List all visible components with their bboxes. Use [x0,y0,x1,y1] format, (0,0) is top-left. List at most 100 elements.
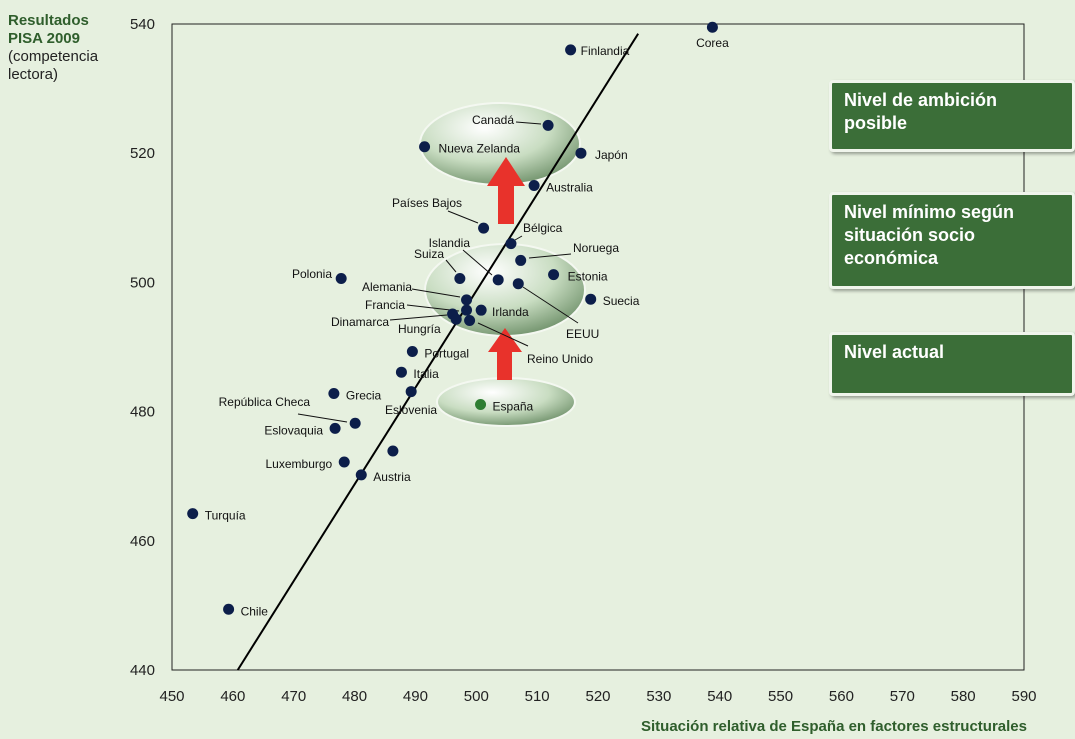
point-label: Eslovaquia [264,423,323,437]
minimum-level-box: Nivel mínimo según situación socio econó… [829,192,1075,289]
x-tick-label: 480 [342,688,367,705]
point-label: EEUU [566,327,599,341]
x-tick-label: 450 [159,688,184,705]
point-label: Polonia [292,267,332,281]
data-point [405,386,417,398]
leader-line [389,314,448,321]
point-label: Australia [546,181,593,195]
data-point [395,366,407,378]
x-tick-label: 590 [1011,688,1036,705]
x-axis-label: Situación relativa de España en factores… [641,718,1027,735]
data-point [450,313,462,325]
y-title-line3: (competencia [8,48,99,65]
x-tick-label: 460 [220,688,245,705]
trend-line [236,33,640,671]
y-tick-label: 520 [130,145,155,162]
data-point [492,274,504,286]
data-point [461,304,473,316]
x-tick-label: 490 [403,688,428,705]
data-point [478,222,490,234]
y-tick-label: 500 [130,274,155,291]
point-label: Chile [241,604,269,618]
point-label: Suiza [414,247,444,261]
y-axis-title: Resultados PISA 2009 (competencia lector… [8,12,98,84]
point-label: Alemania [362,280,412,294]
data-point [406,346,418,358]
current-level-box: Nivel actual [829,332,1075,396]
y-tick-label: 540 [130,16,155,33]
point-label: Hungría [398,322,441,336]
y-title-line4: lectora) [8,66,59,83]
x-tick-label: 570 [890,688,915,705]
y-tick-label: 460 [130,533,155,550]
data-point [475,398,487,410]
leader-line [445,259,457,273]
data-point [338,456,350,468]
data-point [329,422,341,434]
data-point [505,238,517,250]
x-tick-label: 500 [464,688,489,705]
data-point [454,273,466,285]
leader-line [477,322,529,347]
y-tick-label: 440 [130,662,155,679]
data-point [223,603,235,615]
point-label: Países Bajos [392,196,462,210]
data-point [515,254,527,266]
minimum-ellipse [424,243,586,337]
data-point [565,44,577,56]
leader-line [522,286,579,324]
leader-line [297,413,348,423]
point-label: Finlandia [581,44,630,58]
point-label: Corea [696,36,729,50]
data-point [575,147,587,159]
data-point [706,21,718,33]
data-point [475,304,487,316]
point-label: Nueva Zelanda [439,142,521,156]
x-tick-label: 510 [525,688,550,705]
leader-line [515,121,542,125]
point-label: Dinamarca [331,315,389,329]
data-point [461,294,473,306]
point-label: Canadá [472,113,514,127]
data-point [464,315,476,327]
point-label: Italia [413,367,439,381]
leader-line [514,235,523,241]
data-point [349,417,361,429]
x-tick-label: 470 [281,688,306,705]
point-label: Japón [595,148,628,162]
point-label: Eslovenia [385,403,437,417]
point-label: Irlanda [492,305,529,319]
point-label: Islandia [429,236,471,250]
point-label: Francia [365,298,405,312]
point-label: Luxemburgo [266,457,333,471]
x-tick-label: 560 [829,688,854,705]
point-label: Austria [373,470,411,484]
x-tick-label: 530 [646,688,671,705]
leader-line [528,253,572,259]
ambition-level-box: Nivel de ambición posible [829,80,1075,152]
upper-arrow [487,157,525,224]
x-tick-label: 520 [585,688,610,705]
y-title-line1: Resultados [8,12,89,29]
y-tick-label: 480 [130,404,155,421]
data-point [419,141,431,153]
point-label: Estonia [568,270,608,284]
x-tick-label: 540 [707,688,732,705]
data-point [542,119,554,131]
point-label: Suecia [603,294,640,308]
data-point [512,278,524,290]
y-title-line2: PISA 2009 [8,30,80,47]
data-point [187,508,199,520]
lower-arrow [488,328,522,380]
data-point [528,180,540,191]
data-point [355,469,367,481]
data-point [387,445,399,457]
point-label: España [493,399,534,413]
data-point [328,388,340,400]
point-label: Reino Unido [527,352,593,366]
leader-line [462,249,493,276]
data-point [335,273,347,285]
leader-line [411,288,461,298]
